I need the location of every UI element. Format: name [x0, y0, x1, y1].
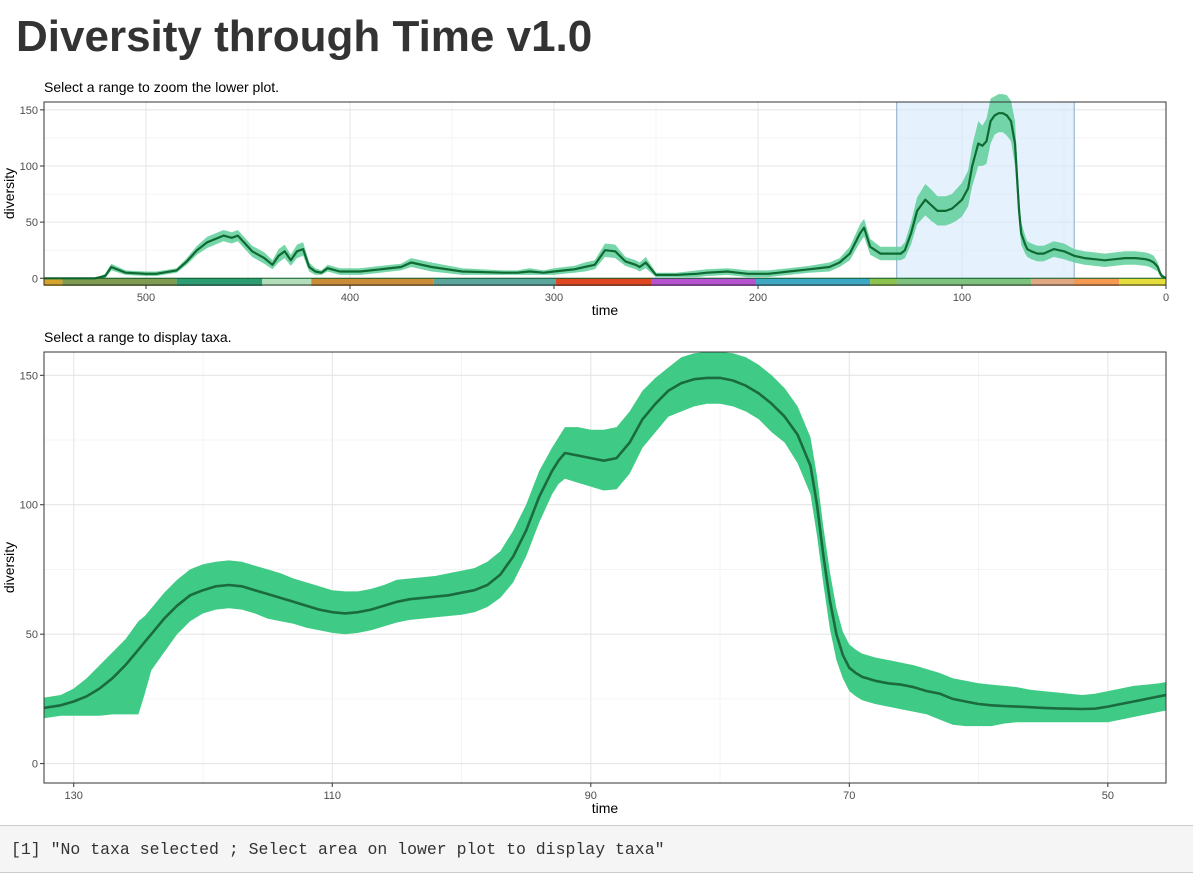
x-tick-label: 100	[953, 292, 971, 304]
upper-timescale-bar	[44, 278, 1166, 286]
x-tick-label: 90	[585, 790, 597, 802]
x-tick-label: 50	[1102, 790, 1114, 802]
y-tick-label: 150	[20, 370, 38, 382]
timescale-segment	[651, 278, 756, 286]
lower-chart-panel-border	[43, 351, 1167, 784]
lower-chart-subtitle: Select a range to display taxa.	[44, 329, 232, 345]
x-tick-label: 400	[341, 292, 359, 304]
timescale-segment	[556, 278, 652, 286]
upper-chart-y-label: diversity	[1, 168, 17, 219]
lower-chart-series	[43, 352, 1167, 727]
timescale-segment	[870, 278, 897, 286]
mean-diversity-line	[44, 112, 1167, 280]
timescale-segment	[311, 278, 434, 286]
lower-chart-y-label: diversity	[1, 542, 17, 593]
page-title: Diversity through Time v1.0	[16, 12, 593, 61]
lower-chart-x-label: time	[592, 800, 619, 816]
x-tick-label: 200	[749, 292, 767, 304]
charts-area: Select a range to zoom the lower plot. 5…	[1, 79, 1169, 816]
x-tick-label: 70	[843, 790, 855, 802]
y-tick-label: 0	[32, 759, 38, 771]
timescale-segment	[44, 278, 63, 286]
upper-chart-axes: 500 400 300 200 100 0 0 50 100 150	[20, 105, 1169, 304]
upper-chart-series	[44, 94, 1167, 280]
y-tick-label: 50	[26, 629, 38, 641]
x-tick-label: 130	[65, 790, 83, 802]
timescale-segment	[262, 278, 312, 286]
y-tick-label: 0	[32, 273, 38, 285]
lower-chart[interactable]: Select a range to display taxa. 130 110 90…	[1, 329, 1167, 816]
lower-chart-axes: 130 110 90 70 50 0 50 100 150	[20, 370, 1114, 802]
timescale-segment	[433, 278, 557, 286]
y-tick-label: 150	[20, 105, 38, 117]
upper-chart-panel-border	[43, 101, 1167, 286]
upper-chart-x-label: time	[592, 302, 619, 318]
x-tick-label: 0	[1163, 292, 1169, 304]
timescale-segment	[755, 278, 871, 286]
y-tick-label: 100	[20, 161, 38, 173]
timescale-segment	[1119, 278, 1166, 286]
console-output-text: [1] "No taxa selected ; Select area on l…	[11, 840, 665, 859]
mean-diversity-line	[43, 376, 1167, 711]
timescale-segment	[1031, 278, 1075, 286]
x-tick-label: 110	[323, 790, 341, 802]
upper-chart[interactable]: Select a range to zoom the lower plot. 5…	[1, 79, 1169, 318]
upper-chart-subtitle: Select a range to zoom the lower plot.	[44, 79, 279, 95]
timescale-segment	[896, 278, 1032, 286]
x-tick-label: 300	[545, 292, 563, 304]
console-output: [1] "No taxa selected ; Select area on l…	[0, 825, 1193, 873]
y-tick-label: 50	[26, 217, 38, 229]
y-tick-label: 100	[20, 500, 38, 512]
timescale-segment	[176, 278, 263, 286]
timescale-segment	[62, 278, 177, 286]
x-tick-label: 500	[137, 292, 155, 304]
timescale-segment	[1074, 278, 1120, 286]
